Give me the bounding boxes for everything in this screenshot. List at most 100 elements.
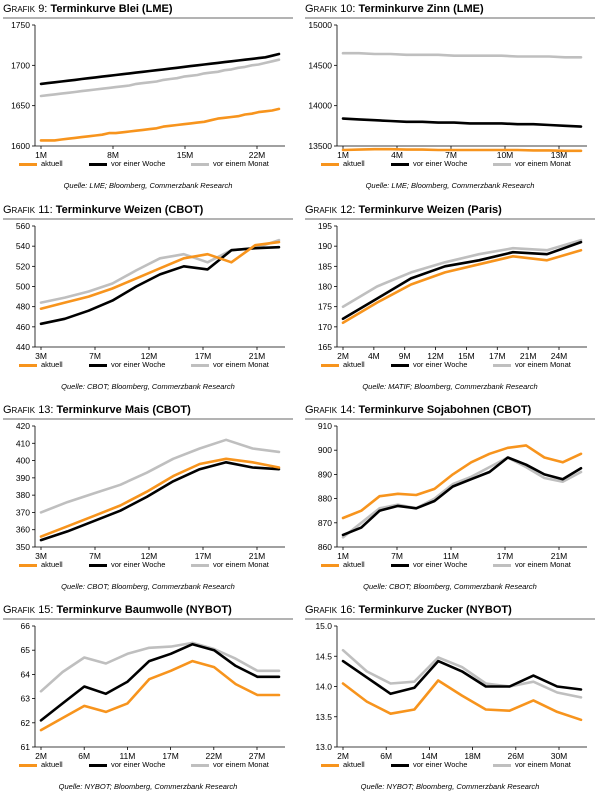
title-rule bbox=[3, 218, 293, 220]
chart-title: Grafik 14: Terminkurve Sojabohnen (CBOT) bbox=[305, 404, 595, 416]
y-tick-label: 890 bbox=[318, 469, 332, 479]
legend-label: aktuell bbox=[343, 159, 365, 168]
series-aktuell-line bbox=[39, 457, 281, 538]
legend-label: aktuell bbox=[41, 760, 63, 769]
y-tick-label: 900 bbox=[318, 445, 332, 455]
legend-label: vor einer Woche bbox=[413, 560, 468, 569]
legend-swatch bbox=[191, 763, 209, 767]
legend-swatch bbox=[89, 162, 107, 166]
legend-swatch bbox=[321, 763, 339, 767]
chart-legend: aktuell vor einer Woche vor einem Monat bbox=[19, 159, 293, 171]
series-aktuell-line bbox=[341, 248, 583, 325]
y-tick-label: 870 bbox=[318, 518, 332, 528]
series-vor-einem-monat-line bbox=[341, 648, 583, 699]
chart-plot: 860 870 880 890 900 910 1M 7M 11M 17M 21M bbox=[318, 422, 587, 561]
x-tick-label: 7M bbox=[89, 351, 101, 361]
title-rule bbox=[3, 418, 293, 420]
series-aktuell-line bbox=[39, 240, 281, 310]
series-vor-einem-monat-line bbox=[39, 58, 281, 98]
figure-label: Grafik bbox=[3, 404, 36, 416]
y-tick-label: 540 bbox=[16, 241, 30, 251]
series-vor-einer-woche-line bbox=[341, 659, 583, 696]
legend-swatch bbox=[89, 763, 107, 767]
legend-label: vor einem Monat bbox=[213, 360, 269, 369]
chart-title: Grafik 11: Terminkurve Weizen (CBOT) bbox=[3, 204, 293, 216]
y-tick-label: 1650 bbox=[11, 101, 30, 111]
chart-panel-11: Grafik 11: Terminkurve Weizen (CBOT) 440… bbox=[3, 204, 293, 404]
legend-swatch bbox=[19, 563, 37, 567]
figure-number: 9: bbox=[38, 3, 48, 15]
y-tick-label: 1700 bbox=[11, 60, 30, 70]
x-tick-label: 18M bbox=[464, 751, 481, 761]
figure-label: Grafik bbox=[3, 604, 36, 616]
legend-swatch bbox=[89, 563, 107, 567]
legend-label: vor einer Woche bbox=[413, 760, 468, 769]
legend-label: vor einem Monat bbox=[213, 560, 269, 569]
x-tick-label: 21M bbox=[551, 551, 568, 561]
x-tick-label: 12M bbox=[427, 351, 444, 361]
x-tick-label: 22M bbox=[206, 751, 223, 761]
chart-title-text: Terminkurve Sojabohnen (CBOT) bbox=[358, 404, 532, 416]
x-tick-label: 1M bbox=[35, 150, 47, 160]
y-tick-label: 15000 bbox=[308, 21, 332, 30]
chart-plot: 13500 14000 14500 15000 1M 4M 7M 10M 13M bbox=[308, 21, 587, 160]
y-tick-label: 195 bbox=[318, 222, 332, 231]
chart-panel-16: Grafik 16: Terminkurve Zucker (NYBOT) 13… bbox=[305, 604, 595, 804]
y-tick-label: 14000 bbox=[308, 101, 332, 111]
y-tick-label: 190 bbox=[318, 241, 332, 251]
legend-item-woche: vor einer Woche bbox=[89, 760, 165, 770]
chart-source: Quelle: CBOT; Bloomberg, Commerzbank Res… bbox=[363, 582, 537, 591]
chart-title: Grafik 16: Terminkurve Zucker (NYBOT) bbox=[305, 604, 595, 616]
y-tick-label: 14500 bbox=[308, 60, 332, 70]
legend-item-monat: vor einem Monat bbox=[493, 560, 571, 570]
x-tick-label: 1M bbox=[337, 150, 349, 160]
legend-item-woche: vor einer Woche bbox=[391, 560, 467, 570]
legend-item-woche: vor einer Woche bbox=[89, 159, 165, 169]
y-tick-label: 62 bbox=[21, 718, 31, 728]
chart-source: Quelle: LME; Bloomberg, Commerzbank Rese… bbox=[63, 181, 233, 190]
x-tick-label: 17M bbox=[497, 551, 514, 561]
legend-item-monat: vor einem Monat bbox=[191, 760, 269, 770]
x-tick-label: 2M bbox=[337, 351, 349, 361]
y-tick-label: 165 bbox=[318, 342, 332, 352]
series-vor-einer-woche-line bbox=[39, 52, 281, 86]
x-tick-label: 6M bbox=[380, 751, 392, 761]
title-rule bbox=[305, 218, 595, 220]
legend-label: vor einer Woche bbox=[111, 560, 166, 569]
chart-title-text: Terminkurve Zucker (NYBOT) bbox=[358, 604, 512, 616]
figure-number: 16: bbox=[340, 604, 356, 616]
legend-swatch bbox=[19, 162, 37, 166]
y-tick-label: 65 bbox=[21, 645, 31, 655]
figure-label: Grafik bbox=[305, 3, 338, 15]
series-aktuell-line bbox=[341, 679, 583, 722]
chart-panel-10: Grafik 10: Terminkurve Zinn (LME) 13500 1… bbox=[305, 3, 595, 203]
title-rule bbox=[305, 17, 595, 19]
series-vor-einem-monat-line bbox=[341, 51, 583, 59]
figure-number: 14: bbox=[340, 404, 356, 416]
y-tick-label: 13500 bbox=[308, 141, 332, 151]
legend-label: vor einer Woche bbox=[413, 159, 468, 168]
y-tick-label: 66 bbox=[21, 622, 31, 631]
legend-swatch bbox=[19, 363, 37, 367]
x-tick-label: 7M bbox=[391, 551, 403, 561]
legend-item-monat: vor einem Monat bbox=[493, 760, 571, 770]
chart-legend: aktuell vor einer Woche vor einem Monat bbox=[321, 760, 595, 772]
legend-item-aktuell: aktuell bbox=[19, 159, 63, 169]
legend-item-aktuell: aktuell bbox=[19, 560, 63, 570]
y-tick-label: 14.0 bbox=[315, 682, 332, 692]
chart-source: Quelle: LME; Bloomberg, Commerzbank Rese… bbox=[365, 181, 535, 190]
chart-legend: aktuell vor einer Woche vor einem Monat bbox=[19, 560, 293, 572]
legend-label: vor einer Woche bbox=[111, 360, 166, 369]
x-tick-label: 3M bbox=[35, 351, 47, 361]
legend-item-aktuell: aktuell bbox=[321, 360, 365, 370]
title-rule bbox=[305, 418, 595, 420]
series-vor-einer-woche-line bbox=[341, 456, 583, 537]
chart-legend: aktuell vor einer Woche vor einem Monat bbox=[19, 360, 293, 372]
legend-item-monat: vor einem Monat bbox=[493, 360, 571, 370]
legend-item-woche: vor einer Woche bbox=[391, 760, 467, 770]
chart-panel-12: Grafik 12: Terminkurve Weizen (Paris) 16… bbox=[305, 204, 595, 404]
legend-item-woche: vor einer Woche bbox=[89, 560, 165, 570]
y-tick-label: 13.0 bbox=[315, 742, 332, 752]
chart-plot: 440 460 480 500 520 540 560 3M 7M 12M 17M 21M bbox=[16, 222, 285, 361]
chart-title: Grafik 15: Terminkurve Baumwolle (NYBOT) bbox=[3, 604, 293, 616]
